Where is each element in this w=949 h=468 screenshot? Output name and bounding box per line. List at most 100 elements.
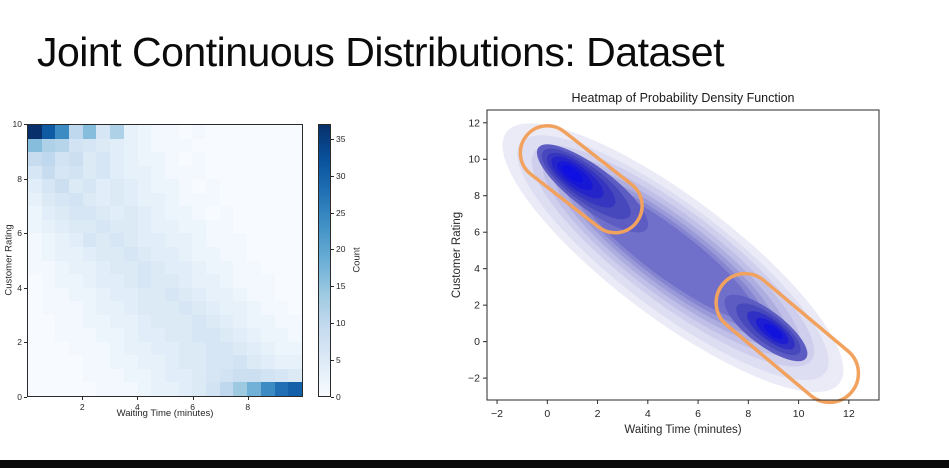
heatmap-cell [41,382,56,396]
x-tick-label: 6 [190,402,195,412]
heatmap-cell [219,219,234,234]
heatmap-cell [110,301,124,315]
heatmap-cell [82,341,97,356]
heatmap-cell [96,287,111,302]
colorbar-label: Count [351,247,363,273]
heatmap-cell [206,219,220,234]
heatmap-cell [206,138,220,153]
heatmap-cell [82,301,97,315]
heatmap-cell [41,287,56,302]
heatmap-cell [219,138,234,153]
heatmap-cell [233,355,248,369]
histogram-x-axis-label: Waiting Time (minutes) [116,408,214,419]
heatmap-cell [69,341,83,356]
heatmap-cell [192,246,207,261]
x-tick-mark [247,397,249,400]
y-tick-mark [24,342,27,344]
heatmap-cell [96,274,111,288]
contour-level [764,323,783,340]
heatmap-cell [151,192,165,207]
heatmap-cell [192,355,207,369]
heatmap-cell [260,382,275,396]
heatmap-cell [151,233,165,247]
heatmap-cell [274,206,289,220]
heatmap-cell [137,233,152,247]
heatmap-cell [219,246,234,261]
heatmap-cell [164,341,179,356]
x-tick-label: 8 [745,408,751,420]
x-tick-label: 4 [645,408,651,420]
y-tick-label: 2 [17,337,22,348]
heatmap-cell [260,368,275,383]
heatmap-cell [69,138,83,153]
heatmap-cell [96,125,111,139]
heatmap-cell [151,328,165,342]
heatmap-cell [41,355,56,369]
heatmap-cell [274,301,289,315]
heatmap-cell [69,274,83,288]
heatmap-cell [110,165,124,180]
heatmap-cell [110,260,124,275]
heatmap-cell [192,328,207,342]
heatmap-cell [288,314,302,329]
heatmap-cell [69,328,83,342]
heatmap-cell [82,233,97,247]
heatmap-cell [82,260,97,275]
heatmap-cell [151,246,165,261]
heatmap-cell [247,328,261,342]
heatmap-cell [192,287,207,302]
heatmap-cell [82,274,97,288]
colorbar-tick-label: 20 [336,244,346,255]
heatmap-cell [110,274,124,288]
heatmap-cell [28,355,42,369]
y-tick-label: −2 [468,373,480,385]
heatmap-cell [123,233,138,247]
heatmap-cell [192,219,207,234]
heatmap-cell [192,301,207,315]
annotation-capsule [714,271,861,405]
heatmap-cell [164,125,179,139]
kde-y-axis-label: Customer Rating [451,211,463,299]
heatmap-cell [28,125,42,139]
heatmap-cell [164,179,179,193]
heatmap-cell [151,179,165,193]
heatmap-cell [233,382,248,396]
heatmap-cell [206,206,220,220]
heatmap-cell [247,125,261,139]
heatmap-cell [123,368,138,383]
heatmap-cell [151,206,165,220]
heatmap-cell [260,179,275,193]
heatmap-cell [192,314,207,329]
heatmap-cell [288,138,302,153]
heatmap-cell [178,287,193,302]
y-tick-label: 10 [468,154,480,166]
heatmap-cell [28,233,42,247]
heatmap-cell [137,287,152,302]
heatmap-cell [219,260,234,275]
colorbar [318,124,331,397]
heatmap-cell [274,287,289,302]
heatmap-cell [260,301,275,315]
heatmap-cell [123,219,138,234]
heatmap-cell [96,260,111,275]
heatmap-cell [219,165,234,180]
heatmap-cell [260,165,275,180]
heatmap-cell [233,260,248,275]
heatmap-cell [137,382,152,396]
heatmap-cell [219,328,234,342]
heatmap-cell [260,341,275,356]
heatmap-cell [219,368,234,383]
y-tick-label: 12 [468,117,480,129]
colorbar-tick-mark [331,175,334,177]
y-tick-label: 0 [474,336,480,348]
heatmap-cell [96,301,111,315]
heatmap-cell [137,138,152,153]
heatmap-cell [110,125,124,139]
heatmap-cell [41,192,56,207]
heatmap-cell [206,341,220,356]
heatmap-cell [137,260,152,275]
heatmap-cell [137,192,152,207]
heatmap-cell [28,179,42,193]
x-tick-label: 6 [695,408,701,420]
heatmap-cell [206,314,220,329]
